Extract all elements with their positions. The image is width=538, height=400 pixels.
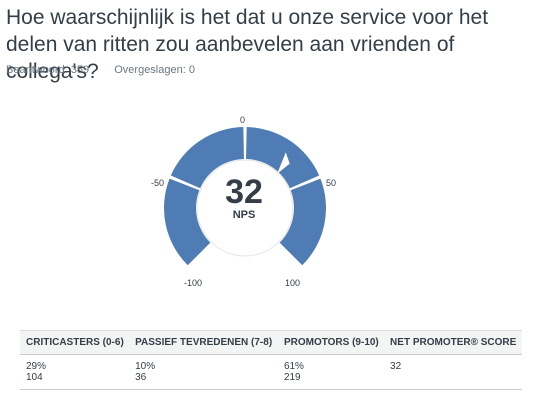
- header-detractors: CRITICASTERS (0-6): [20, 330, 130, 355]
- cell-detractors: 29% 104: [20, 354, 130, 390]
- nps-score-label: NPS: [232, 209, 256, 221]
- tick-label-minus-100: -100: [184, 278, 203, 288]
- detractors-percent: 29%: [26, 361, 47, 372]
- question-title: Hoe waarschijnlijk is het dat u onze ser…: [6, 6, 489, 83]
- nps-score-cell: 32: [390, 361, 402, 372]
- answered-count: Beantwoord: 359: [6, 64, 90, 76]
- nps-gauge-chart: [164, 127, 326, 266]
- gauge-needle: [277, 152, 290, 174]
- gauge-segment: [246, 127, 320, 189]
- tick-label-0: 0: [240, 115, 246, 125]
- header-promoters: PROMOTORS (9-10): [277, 330, 385, 355]
- response-stats: Beantwoord: 359 Overgeslagen: 0: [6, 64, 217, 76]
- header-nps: NET PROMOTER® SCORE: [384, 330, 522, 355]
- gauge-segment: [279, 178, 326, 266]
- nps-breakdown-table: CRITICASTERS (0-6) PASSIEF TEVREDENEN (7…: [20, 330, 522, 390]
- cell-promoters: 61% 219: [277, 354, 385, 390]
- gauge-segment: [170, 127, 244, 189]
- header-passives: PASSIEF TEVREDENEN (7-8): [129, 330, 278, 355]
- tick-label-100: 100: [285, 278, 301, 288]
- promoters-percent: 61%: [283, 361, 304, 372]
- passives-percent: 10%: [135, 361, 156, 372]
- cell-passives: 10% 36: [129, 354, 278, 390]
- passives-count: 36: [135, 372, 147, 383]
- promoters-count: 219: [283, 372, 301, 383]
- detractors-count: 104: [26, 372, 43, 383]
- cell-nps: 32: [384, 354, 522, 390]
- tick-label-50: 50: [326, 178, 337, 188]
- tick-label-minus-50: -50: [151, 178, 165, 188]
- nps-score: 32 NPS: [191, 173, 297, 233]
- table-header-row: CRITICASTERS (0-6) PASSIEF TEVREDENEN (7…: [20, 330, 522, 355]
- table-row: 29% 104 10% 36 61% 219 32: [20, 354, 522, 390]
- gauge-segment: [164, 178, 211, 266]
- gauge-center: [196, 159, 294, 257]
- nps-gauge: 0 -50 50 -100 100 32 NPS: [0, 105, 538, 305]
- gauge-arc: [164, 127, 326, 266]
- skipped-count: Overgeslagen: 0: [114, 64, 195, 76]
- nps-score-value: 32: [225, 173, 263, 211]
